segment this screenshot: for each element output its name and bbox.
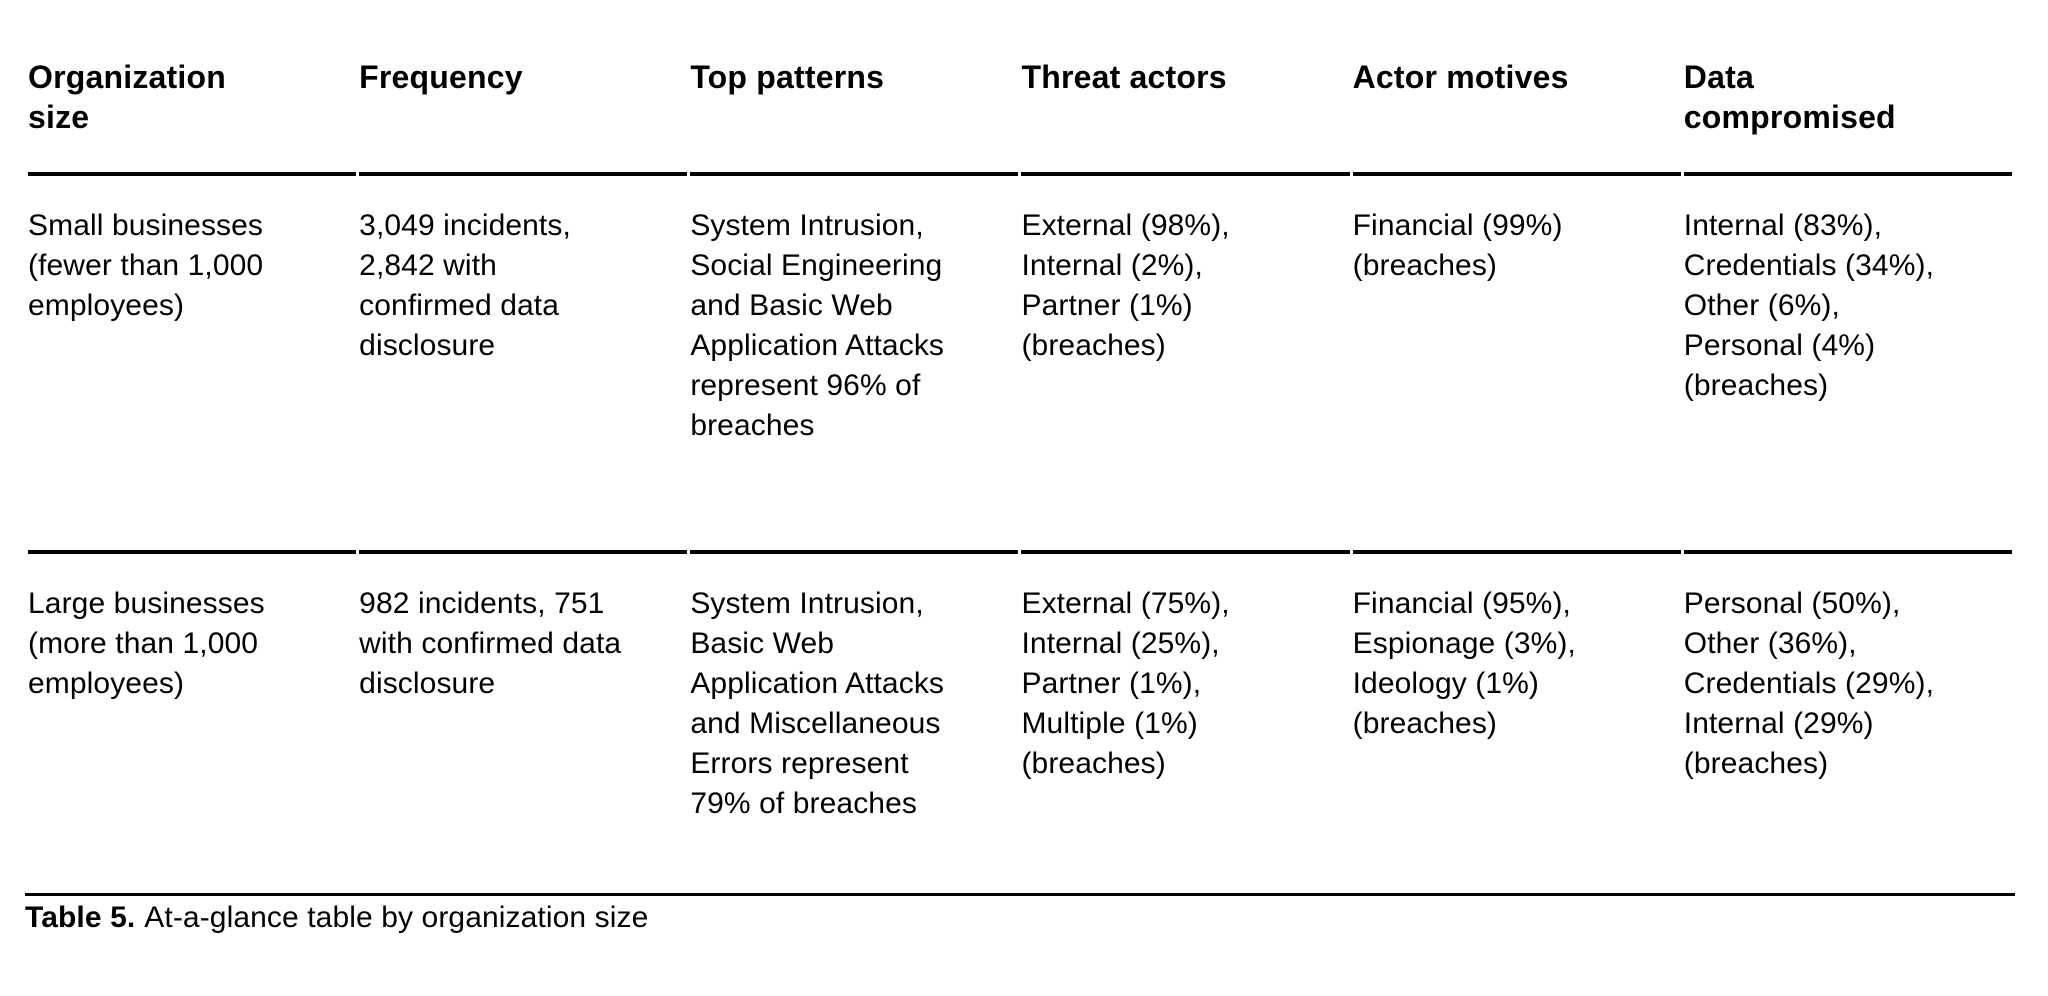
- cell-threat-actors: External (75%), Internal (25%), Partner …: [1021, 550, 1350, 893]
- column-header-top-patterns: Top patterns: [690, 59, 885, 95]
- table-body: Small businesses (fewer than 1,000 emplo…: [28, 172, 2012, 893]
- column-header-frequency: Frequency: [359, 59, 523, 95]
- table-header: Organization size Frequency Top patterns…: [28, 0, 2012, 172]
- cell-org-size: Small businesses (fewer than 1,000 emplo…: [28, 172, 357, 550]
- cell-actor-motives: Financial (99%) (breaches): [1352, 172, 1681, 550]
- cell-frequency: 982 incidents, 751 with confirmed data d…: [359, 550, 688, 893]
- table-caption-text: At-a-glance table by organization size: [144, 901, 649, 934]
- cell-frequency: 3,049 incidents, 2,842 with confirmed da…: [359, 172, 688, 550]
- table-caption: Table 5. At-a-glance table by organizatio…: [25, 898, 2015, 938]
- cell-data-compromised: Personal (50%), Other (36%), Credentials…: [1683, 550, 2012, 893]
- cell-org-size: Large businesses (more than 1,000 employ…: [28, 550, 357, 893]
- at-a-glance-table-container: Organization size Frequency Top patterns…: [25, 0, 2015, 896]
- table-row-large-businesses: Large businesses (more than 1,000 employ…: [28, 550, 2012, 893]
- cell-actor-motives: Financial (95%), Espionage (3%), Ideolog…: [1352, 550, 1681, 893]
- cell-top-patterns: System Intrusion, Basic Web Application …: [690, 550, 1019, 893]
- table-caption-label: Table 5.: [25, 901, 136, 934]
- cell-data-compromised: Internal (83%), Credentials (34%), Other…: [1683, 172, 2012, 550]
- at-a-glance-table: Organization size Frequency Top patterns…: [25, 0, 2015, 893]
- cell-top-patterns: System Intrusion, Social Engineering and…: [690, 172, 1019, 550]
- table-header-row: Organization size Frequency Top patterns…: [28, 0, 2012, 172]
- column-header-data-compromised: Data compromised: [1683, 59, 1896, 135]
- table-row-small-businesses: Small businesses (fewer than 1,000 emplo…: [28, 172, 2012, 550]
- column-header-organization-size: Organization size: [28, 59, 226, 135]
- column-header-threat-actors: Threat actors: [1021, 59, 1227, 95]
- column-header-actor-motives: Actor motives: [1352, 59, 1569, 95]
- cell-threat-actors: External (98%), Internal (2%), Partner (…: [1021, 172, 1350, 550]
